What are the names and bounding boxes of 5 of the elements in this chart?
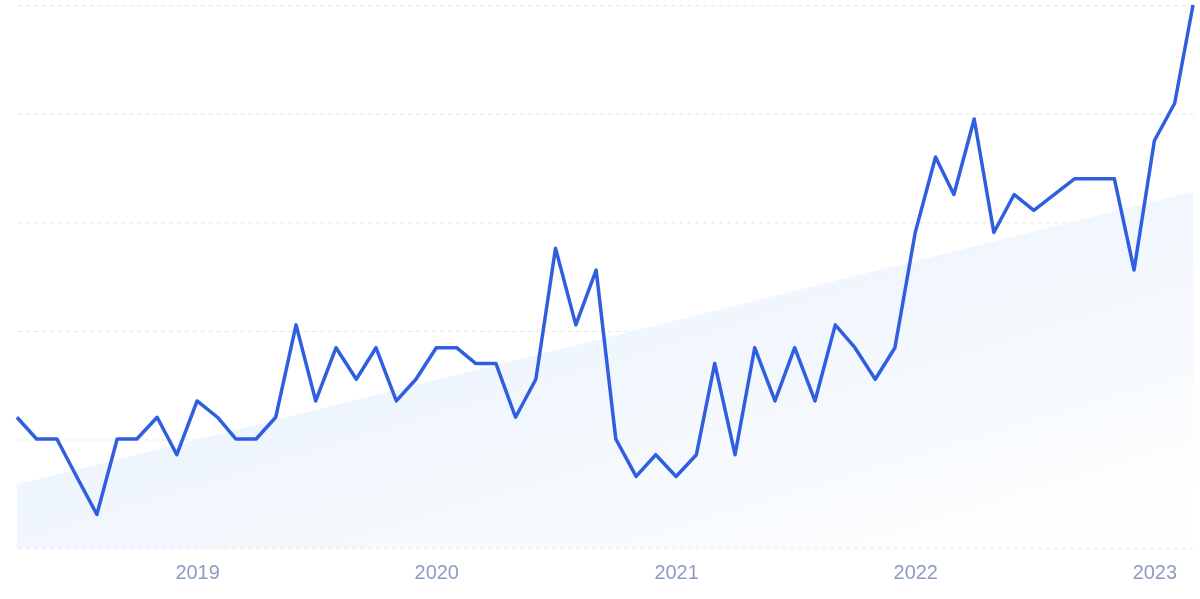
x-tick-label: 2022 [893,560,938,583]
x-tick-label: 2023 [1132,560,1178,583]
x-tick-label: 2020 [414,560,459,583]
x-tick-label: 2019 [175,560,220,583]
x-tick-label: 2021 [654,560,699,583]
